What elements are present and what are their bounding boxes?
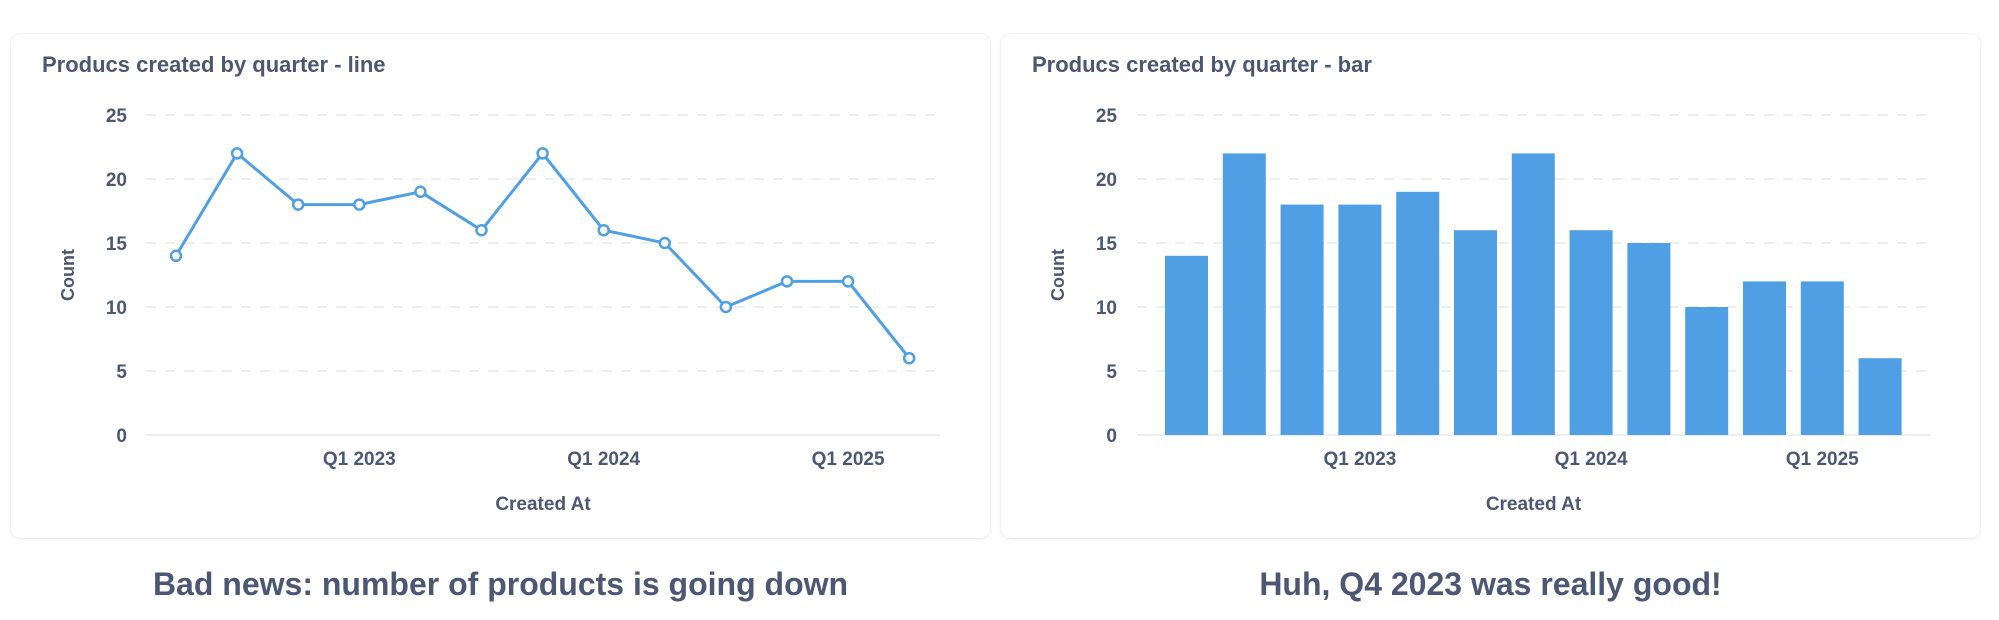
data-point[interactable] xyxy=(414,185,427,199)
y-axis-label: Count xyxy=(58,249,78,301)
y-tick-label: 10 xyxy=(106,298,127,319)
card-title[interactable]: Producs created by quarter - line xyxy=(42,52,386,77)
bar[interactable] xyxy=(1511,153,1555,435)
x-tick-label: Q1 2023 xyxy=(1323,449,1396,470)
y-tick-label: 5 xyxy=(116,362,127,383)
data-point[interactable] xyxy=(291,198,305,211)
y-tick-label: 15 xyxy=(106,234,128,255)
data-point[interactable] xyxy=(230,147,244,160)
x-tick-label: Q1 2025 xyxy=(1786,449,1859,470)
card-title[interactable]: Producs created by quarter - bar xyxy=(1032,52,1372,77)
y-tick-label: 0 xyxy=(1106,426,1117,447)
data-point[interactable] xyxy=(475,223,488,237)
y-tick-label: 25 xyxy=(1096,106,1118,127)
bar[interactable] xyxy=(1743,281,1786,435)
x-tick-label: Q1 2024 xyxy=(1555,449,1628,470)
x-tick-label: Q1 2024 xyxy=(567,449,640,470)
y-tick-label: 10 xyxy=(1096,298,1117,319)
caption-line-chart: Bad news: number of products is going do… xyxy=(152,566,849,602)
bar[interactable] xyxy=(1685,307,1729,435)
data-point[interactable] xyxy=(536,147,549,160)
y-tick-label: 5 xyxy=(1106,362,1117,383)
y-tick-label: 0 xyxy=(116,426,127,447)
bar[interactable] xyxy=(1454,230,1497,435)
y-tick-label: 20 xyxy=(106,170,127,191)
bar[interactable] xyxy=(1800,281,1844,435)
x-tick-label: Q1 2025 xyxy=(812,449,885,470)
bar[interactable] xyxy=(1165,255,1208,435)
caption-bar-chart: Huh, Q4 2023 was really good! xyxy=(1259,566,1722,602)
bar[interactable] xyxy=(1858,358,1902,435)
bar[interactable] xyxy=(1569,230,1613,435)
line-chart-card: Producs created by quarter - line xyxy=(11,34,990,538)
data-point[interactable] xyxy=(719,300,733,314)
bar[interactable] xyxy=(1396,191,1440,435)
y-tick-label: 25 xyxy=(106,106,128,127)
x-axis-label: Created At xyxy=(1486,494,1582,515)
data-point[interactable] xyxy=(841,275,855,288)
bar[interactable] xyxy=(1280,204,1324,435)
y-axis-label: Count xyxy=(1048,249,1068,301)
data-point[interactable] xyxy=(780,275,794,288)
y-tick-label: 20 xyxy=(1096,170,1117,191)
x-axis-label: Created At xyxy=(495,494,591,515)
bar[interactable] xyxy=(1338,204,1382,435)
data-point[interactable] xyxy=(169,249,183,263)
data-point[interactable] xyxy=(353,198,366,211)
bar[interactable] xyxy=(1627,243,1671,435)
data-point[interactable] xyxy=(658,236,672,250)
y-tick-label: 15 xyxy=(1096,234,1118,255)
bar[interactable] xyxy=(1222,153,1266,435)
data-point[interactable] xyxy=(597,223,610,237)
x-tick-label: Q1 2023 xyxy=(323,449,396,470)
data-point[interactable] xyxy=(902,351,916,365)
